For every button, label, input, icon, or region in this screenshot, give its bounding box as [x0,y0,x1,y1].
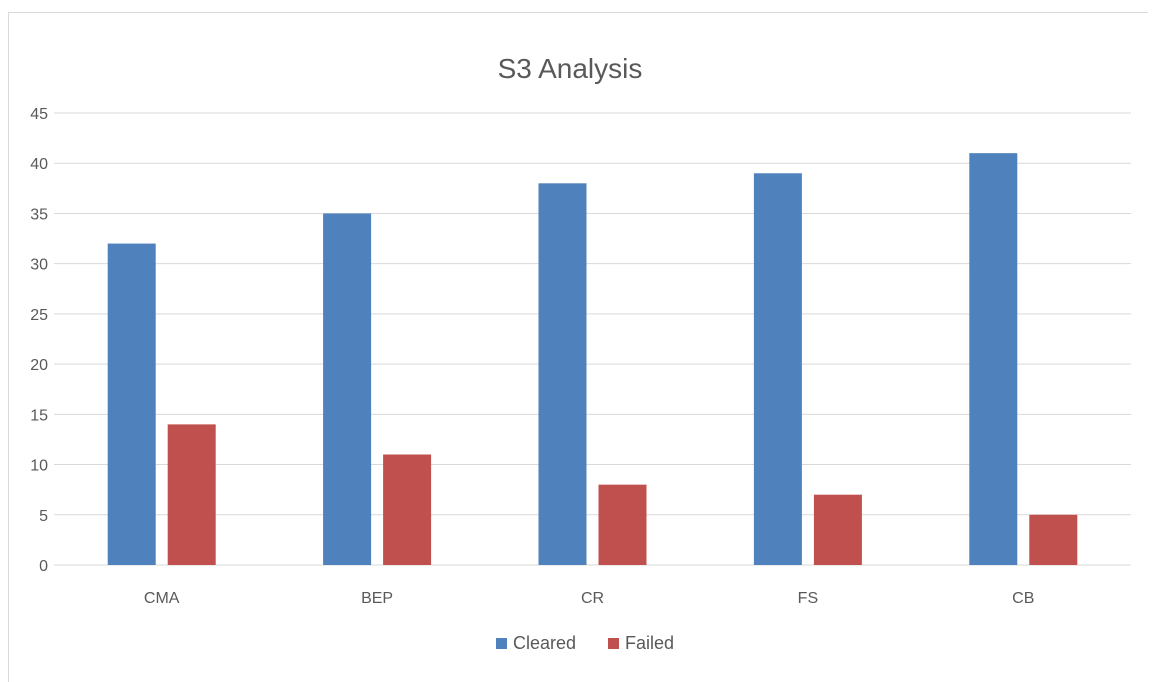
x-tick-label: CMA [144,590,180,607]
y-tick-label: 30 [30,257,48,274]
bars [107,153,1078,566]
legend-swatch-cleared [496,638,507,649]
bar-cleared-bep [323,213,372,565]
y-tick-label: 20 [30,357,48,374]
y-tick-label: 35 [30,206,48,223]
x-tick-label: CR [581,590,604,607]
bar-failed-bep [383,454,432,565]
y-tick-label: 10 [30,458,48,475]
y-tick-label: 25 [30,307,48,324]
bar-cleared-cr [538,183,587,566]
bar-failed-cb [1029,514,1078,565]
x-tick-label: BEP [361,590,393,607]
bar-failed-cma [167,424,216,565]
y-tick-label: 5 [39,508,48,525]
y-tick-label: 40 [30,156,48,173]
y-axis-tick-labels: 0 5 10 15 20 25 30 35 40 45 [30,106,48,575]
chart-title: S3 Analysis [498,53,643,84]
legend-label-cleared: Cleared [513,633,576,653]
gridlines [54,112,1131,566]
legend-swatch-failed [608,638,619,649]
bar-cleared-cb [969,153,1018,565]
y-tick-label: 0 [39,558,48,575]
x-tick-label: FS [798,590,818,607]
bar-failed-cr [598,484,647,565]
legend: Cleared Failed [496,633,674,653]
bar-cleared-fs [753,173,802,565]
y-tick-label: 45 [30,106,48,123]
bar-cleared-cma [107,243,156,566]
y-tick-label: 15 [30,407,48,424]
bar-failed-fs [813,494,862,565]
legend-label-failed: Failed [625,633,674,653]
x-axis-tick-labels: CMA BEP CR FS CB [144,590,1034,607]
x-tick-label: CB [1012,590,1034,607]
